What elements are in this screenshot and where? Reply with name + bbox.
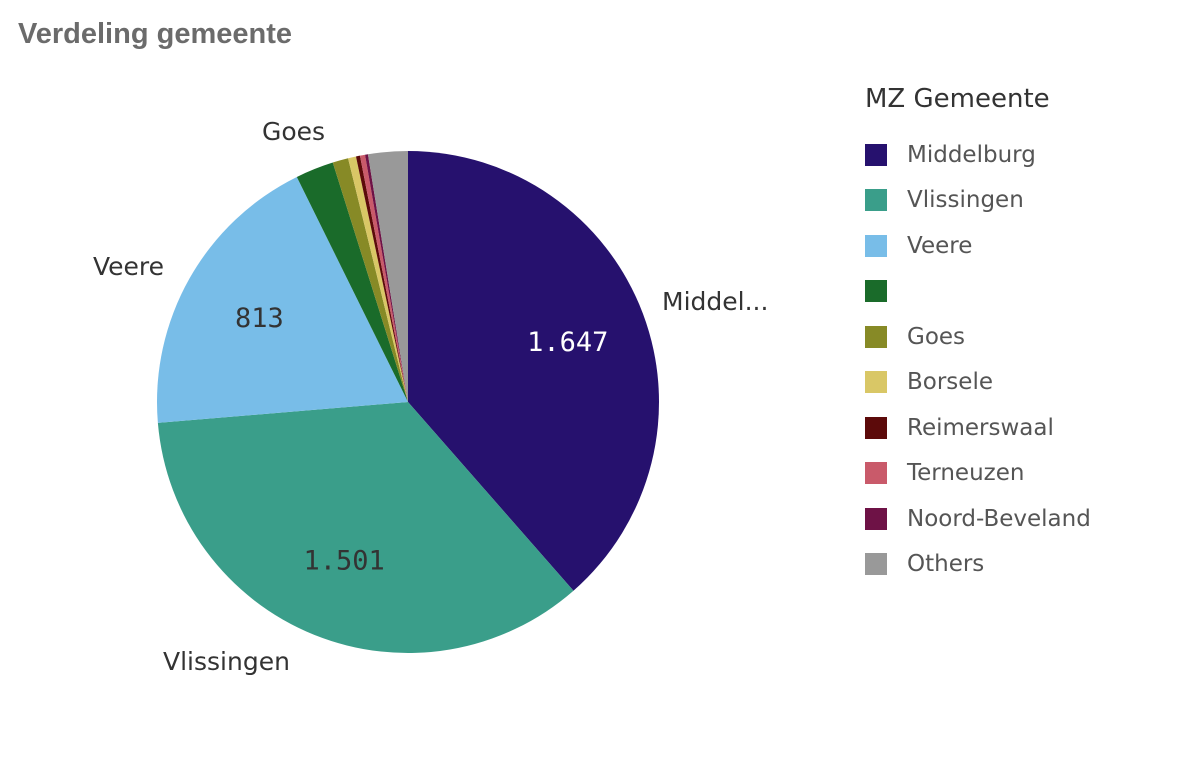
pie-slice-others[interactable]	[367, 151, 408, 402]
legend-item[interactable]: Others	[865, 542, 1091, 588]
legend-swatch	[865, 462, 887, 485]
legend-swatch	[865, 325, 887, 348]
legend-label: Borsele	[907, 369, 993, 396]
data-label: 813	[235, 303, 284, 334]
slice-label: Goes	[262, 117, 325, 146]
legend: MZ Gemeente Middelburg Vlissingen Veere Goe…	[865, 84, 1091, 587]
pie-slice-goes[interactable]	[332, 158, 408, 402]
slice-label: Middel...	[662, 287, 768, 316]
legend-item[interactable]: Noord-Beveland	[865, 496, 1091, 542]
data-label: 1.501	[303, 545, 384, 576]
chart-title: Verdeling gemeente	[18, 18, 292, 50]
pie-slice-middelburg[interactable]	[408, 151, 660, 591]
legend-swatch	[865, 189, 887, 212]
legend-swatch	[865, 416, 887, 439]
legend-item[interactable]	[865, 269, 1091, 315]
legend-title: MZ Gemeente	[865, 84, 1050, 114]
slice-label: Veere	[93, 252, 164, 281]
legend-item[interactable]: Vlissingen	[865, 178, 1091, 224]
legend-item[interactable]: Veere	[865, 223, 1091, 269]
legend-swatch	[865, 507, 887, 530]
legend-label: Noord-Beveland	[907, 505, 1091, 532]
pie-slice-borsele[interactable]	[348, 156, 408, 402]
legend-item[interactable]: Borsele	[865, 360, 1091, 406]
pie-chart: 1.647 Middel... 1.501 Vlissingen 813 Veere Goe…	[93, 117, 768, 676]
pie-slice-reimerswaal[interactable]	[355, 155, 408, 402]
legend-label: Middelburg	[907, 141, 1036, 168]
legend-item[interactable]: Terneuzen	[865, 451, 1091, 497]
legend-swatch	[865, 234, 887, 257]
legend-swatch	[865, 280, 887, 303]
legend-label: Terneuzen	[907, 460, 1025, 487]
legend-item[interactable]: Goes	[865, 314, 1091, 360]
pie-slice-unnamed[interactable]	[296, 162, 408, 402]
legend-label: Vlissingen	[907, 187, 1024, 214]
legend-swatch	[865, 553, 887, 576]
data-label: 1.647	[527, 327, 608, 358]
legend-swatch	[865, 371, 887, 394]
pie-slice-vlissingen[interactable]	[157, 402, 574, 653]
legend-label: Reimerswaal	[907, 414, 1054, 441]
legend-label: Veere	[907, 232, 973, 259]
slice-label: Vlissingen	[163, 647, 290, 676]
legend-item[interactable]: Reimerswaal	[865, 405, 1091, 451]
legend-item[interactable]: Middelburg	[865, 132, 1091, 178]
legend-label: Goes	[907, 323, 966, 350]
pie-slice-terneuzen[interactable]	[359, 154, 408, 402]
legend-swatch	[865, 143, 887, 166]
pie-slice-noord-beveland[interactable]	[365, 154, 408, 402]
pie-slice-veere[interactable]	[157, 176, 408, 423]
legend-label: Others	[907, 551, 985, 578]
